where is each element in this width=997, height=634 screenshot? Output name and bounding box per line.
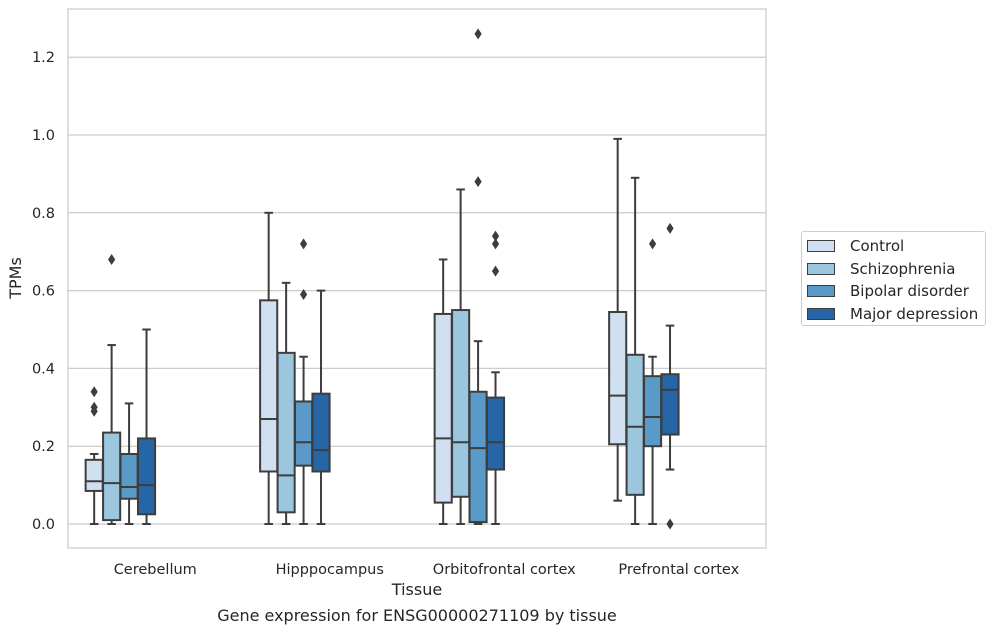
outlier-point: [666, 222, 674, 234]
box-major-depression: [311, 289, 331, 525]
box-iqr: [259, 299, 279, 473]
y-tick-label: 1.0: [32, 128, 55, 144]
box-control: [433, 258, 453, 525]
outlier-point: [474, 28, 482, 40]
box-schizophrenia: [276, 281, 296, 525]
outlier-point: [474, 176, 482, 188]
box-schizophrenia: [102, 253, 122, 525]
outlier-point: [108, 253, 116, 265]
box-iqr: [608, 310, 628, 446]
box-major-depression: [136, 328, 157, 525]
box-iqr: [84, 458, 104, 492]
box-iqr: [485, 396, 506, 471]
legend-swatch: [807, 240, 835, 253]
box-iqr: [311, 392, 331, 473]
y-tick-labels: 0.0 0.2 0.4 0.6 0.8 1.0 1.2: [32, 50, 55, 533]
legend-label: Bipolar disorder: [850, 282, 969, 301]
legend-label: Major depression: [850, 304, 979, 323]
plot-frame: [67, 8, 767, 549]
box-iqr: [451, 309, 471, 498]
y-tick-label: 0.8: [32, 206, 55, 222]
outlier-point: [666, 518, 674, 530]
box-schizophrenia: [451, 188, 471, 525]
outlier-point: [90, 386, 98, 398]
box-bipolar-disorder: [294, 238, 314, 525]
legend-label: Schizophrenia: [850, 259, 956, 278]
legend-swatch: [807, 285, 835, 298]
legend-label: Control: [850, 237, 905, 256]
box-iqr: [119, 452, 139, 500]
legend-swatch: [807, 262, 835, 275]
box-plot-groups: [84, 28, 680, 530]
outlier-point: [491, 230, 500, 242]
box-control: [84, 386, 104, 525]
box-iqr: [102, 431, 122, 522]
box-iqr: [660, 373, 680, 436]
box-control: [608, 137, 628, 502]
outlier-point: [491, 238, 500, 250]
box-iqr: [294, 400, 314, 467]
box-iqr: [643, 375, 663, 448]
legend-item: Schizophrenia: [807, 258, 985, 281]
y-tick-label: 0.6: [32, 284, 55, 300]
box-bipolar-disorder: [119, 402, 139, 525]
y-tick-label: 0.0: [32, 517, 55, 533]
figure-caption: Gene expression for ENSG00000271109 by t…: [217, 606, 617, 625]
box-iqr: [468, 390, 488, 524]
box-major-depression: [660, 222, 680, 530]
x-axis-label: Tissue: [391, 580, 442, 599]
legend-item: Bipolar disorder: [807, 280, 985, 303]
box-schizophrenia: [625, 176, 645, 525]
box-iqr: [433, 312, 453, 504]
x-tick-label: Prefrontal cortex: [618, 562, 739, 578]
box-control: [259, 211, 279, 525]
y-axis-label: TPMs: [6, 257, 25, 300]
x-tick-label: Hipppocampus: [276, 562, 384, 578]
outlier-point: [491, 265, 500, 277]
box-major-depression: [485, 230, 506, 525]
y-tick-label: 0.2: [32, 439, 55, 455]
box-iqr: [276, 351, 296, 514]
legend: Control Schizophrenia Bipolar disorder Majo…: [801, 231, 986, 326]
outlier-point: [299, 288, 308, 300]
legend-swatch: [807, 307, 835, 320]
outlier-point: [299, 238, 308, 250]
x-tick-label: Cerebellum: [114, 562, 197, 578]
box-iqr: [625, 353, 645, 496]
legend-item: Control: [807, 235, 985, 258]
outlier-point: [90, 401, 98, 413]
box-iqr: [136, 437, 157, 516]
box-bipolar-disorder: [468, 28, 488, 525]
grid-lines: [68, 56, 766, 525]
x-tick-label: Orbitofrontal cortex: [433, 562, 576, 578]
y-tick-label: 1.2: [32, 50, 55, 66]
legend-item: Major depression: [807, 303, 985, 326]
x-tick-labels: Cerebellum Hipppocampus Orbitofrontal cort…: [114, 562, 740, 578]
outlier-point: [648, 238, 657, 250]
box-bipolar-disorder: [643, 238, 663, 525]
y-tick-label: 0.4: [32, 361, 55, 377]
